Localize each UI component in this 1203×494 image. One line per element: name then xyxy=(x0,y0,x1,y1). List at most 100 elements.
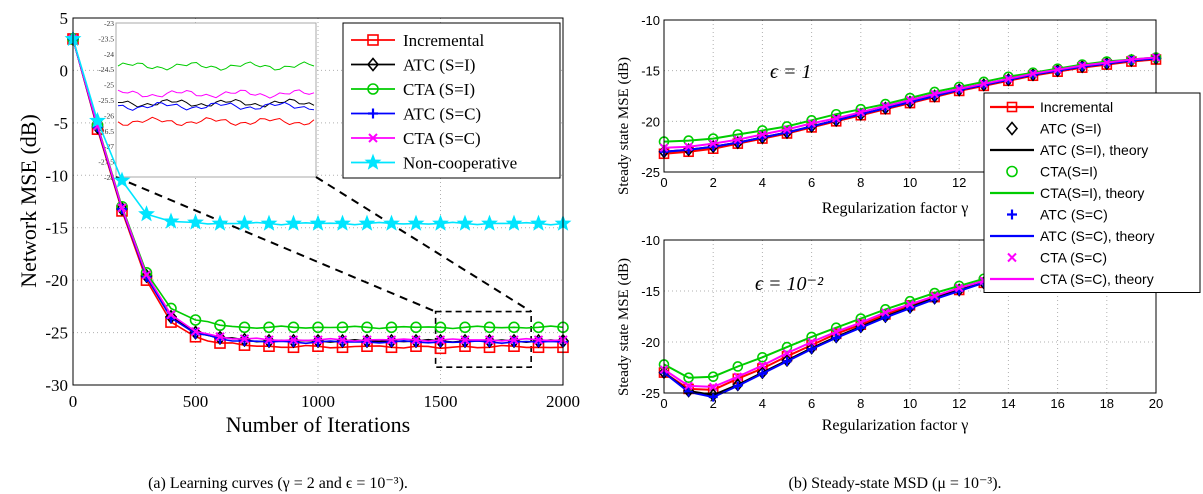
series-marker-cta_sc xyxy=(239,334,250,344)
left-y-tick-label: 0 xyxy=(60,61,69,80)
series-marker-cta_si xyxy=(532,321,545,334)
right-y-tick-label: -25 xyxy=(641,386,660,401)
series-marker-cta_sc xyxy=(313,335,323,345)
series-marker-cta_sc xyxy=(337,335,348,345)
right-x-tick-label: 0 xyxy=(660,396,667,411)
right-series-marker-cta_sc xyxy=(979,79,989,89)
right-series-marker-cta_sc xyxy=(708,382,718,392)
left-x-tick-label: 500 xyxy=(183,392,209,411)
inset-series-atc_sc xyxy=(117,101,315,111)
legend-label: CTA (S=I) xyxy=(403,80,475,99)
right-legend-label: CTA (S=C), theory xyxy=(1040,271,1154,287)
right-x-tick-label: 4 xyxy=(759,175,766,190)
left-tick-labels: 0 500 1000 1500 2000 5 0 -5 -10 -15 -20 -25 -30 xyxy=(45,9,580,411)
right-series-marker-cta_sc xyxy=(758,361,767,370)
epsilon-1-annotation: ϵ = 1 xyxy=(770,61,812,83)
left-caption: (a) Learning curves (γ = 2 and ϵ = 10⁻³)… xyxy=(148,475,408,492)
right-series-marker-cta_sc xyxy=(930,291,939,301)
learning-curves-chart: -23 -23.5 -24 -24.5 -25 -25.5 -26 -26.5 -27 -27.5… xyxy=(16,9,580,492)
right-series-marker-atc_sc xyxy=(807,344,817,354)
inset-y-tick-label: -27 xyxy=(104,142,114,151)
series-marker-cta_sc xyxy=(141,270,152,280)
right-series-marker-cta_sc xyxy=(1077,61,1087,70)
zoom-connector-left xyxy=(115,176,436,313)
series-marker-cta_sc xyxy=(484,335,495,345)
series-marker-noncoop xyxy=(505,214,523,231)
legend-marker-cta_sc xyxy=(368,133,378,143)
inset-y-tick-label: -23.5 xyxy=(98,34,114,43)
zoom-inset: -23 -23.5 -24 -24.5 -25 -25.5 -26 -26.5 -27 -27.5… xyxy=(98,19,317,182)
right-series-marker-cta_sc xyxy=(1102,58,1112,67)
right-legend-label: CTA(S=I) xyxy=(1040,164,1098,180)
right-x-tick-label: 2 xyxy=(710,175,717,190)
series-marker-cta_si xyxy=(410,321,422,334)
series-marker-cta_sc xyxy=(411,335,421,345)
series-marker-cta_si xyxy=(189,314,202,326)
right-series-marker-cta_sc xyxy=(856,107,866,117)
right-legend-marker xyxy=(1005,121,1019,136)
series-marker-cta_sc xyxy=(215,332,225,342)
right-top-y-axis-label: Steady state MSE (dB) xyxy=(616,57,632,195)
legend-label: ATC (S=I) xyxy=(403,56,475,75)
right-legend: Incremental ATC (S=I) ATC (S=I), theory CTA… xyxy=(983,92,1201,293)
legend-label: Incremental xyxy=(403,31,484,50)
right-series-marker-cta_sc xyxy=(733,372,743,381)
series-marker-cta_si xyxy=(287,321,300,334)
right-series-marker-cta_sc xyxy=(782,348,792,358)
series-marker-noncoop xyxy=(187,213,204,230)
right-y-tick-label: -10 xyxy=(641,233,660,248)
right-series-marker-cta_sc xyxy=(905,95,915,105)
series-marker-cta_si xyxy=(312,321,324,334)
right-legend-marker xyxy=(1007,252,1017,263)
right-series-marker-cta_sc xyxy=(758,130,767,139)
series-marker-noncoop xyxy=(481,214,498,231)
series-marker-cta_sc xyxy=(264,335,274,345)
right-series-marker-cta_sc xyxy=(807,337,816,347)
right-legend-label: CTA(S=I), theory xyxy=(1040,185,1144,201)
series-marker-noncoop xyxy=(309,214,327,231)
legend-marker-atc_sc xyxy=(368,108,378,119)
left-y-tick-label: -25 xyxy=(45,324,68,343)
series-marker-noncoop xyxy=(113,171,131,188)
inset-y-tick-label: -23 xyxy=(104,19,114,28)
right-x-tick-label: 14 xyxy=(1001,396,1015,411)
right-series-marker-cta_sc xyxy=(708,139,718,148)
series-marker-atc_si xyxy=(115,201,129,217)
left-series-group xyxy=(64,30,572,355)
right-series-marker-atc_sc xyxy=(880,313,890,323)
inset-y-tick-label: -26 xyxy=(104,111,114,120)
right-legend-marker xyxy=(1007,209,1017,220)
left-x-axis-label: Number of Iterations xyxy=(226,412,411,437)
legend-label: ATC (S=C) xyxy=(403,105,481,124)
inset-y-tick-label: -24.5 xyxy=(98,65,114,74)
series-marker-cta_si xyxy=(238,321,251,334)
series-marker-cta_sc xyxy=(460,335,470,345)
left-legend: Incremental ATC (S=I) CTA (S=I) ATC (S=C) CT… xyxy=(342,22,561,179)
inset-series-cta_si xyxy=(117,61,315,71)
series-marker-cta_sc xyxy=(386,335,397,345)
right-legend-marker xyxy=(1006,101,1018,113)
epsilon-1e-2-annotation: ϵ = 10⁻² xyxy=(755,273,824,295)
right-caption: (b) Steady-state MSD (μ = 10⁻³). xyxy=(788,475,1001,492)
series-line-cta_sc xyxy=(72,38,564,343)
right-series-marker-cta_sc xyxy=(684,142,693,151)
right-x-tick-label: 10 xyxy=(903,175,917,190)
right-series-marker-cta_si xyxy=(707,371,719,382)
right-series-marker-cta_si xyxy=(781,341,793,353)
right-legend-label: ATC (S=I), theory xyxy=(1040,142,1148,158)
left-y-tick-label: -5 xyxy=(54,114,68,133)
series-marker-cta_si xyxy=(214,319,226,332)
right-series-marker-cta_sc xyxy=(807,119,816,128)
series-marker-noncoop xyxy=(89,111,106,128)
right-series-marker-cta_sc xyxy=(831,327,841,337)
series-line-incremental xyxy=(72,38,564,350)
series-marker-noncoop xyxy=(260,214,278,231)
series-marker-noncoop xyxy=(358,214,376,231)
inset-y-tick-label: -27.5 xyxy=(98,158,114,167)
legend-marker-incremental xyxy=(367,34,379,46)
left-y-axis-label: Network MSE (dB) xyxy=(16,114,41,288)
series-marker-noncoop xyxy=(530,214,547,231)
series-marker-cta_si xyxy=(361,321,373,334)
right-series-marker-cta_sc xyxy=(856,318,866,327)
